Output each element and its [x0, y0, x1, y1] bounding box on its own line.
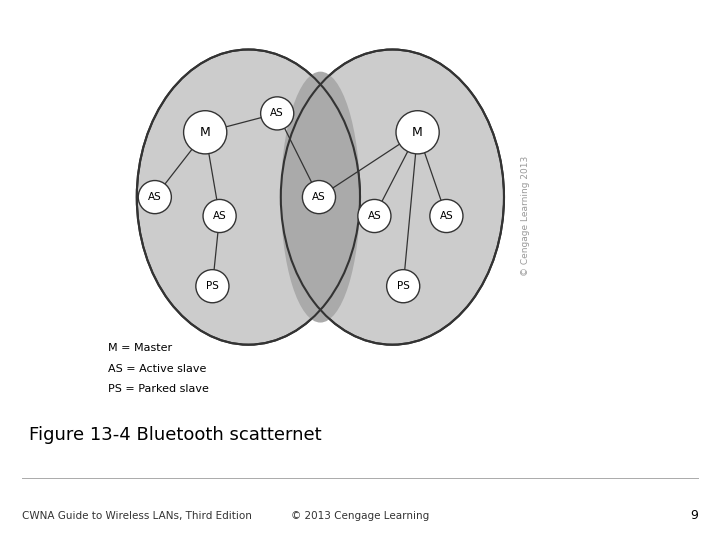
Text: M: M — [200, 126, 210, 139]
Ellipse shape — [302, 180, 336, 214]
Text: M = Master: M = Master — [108, 343, 172, 353]
Ellipse shape — [281, 50, 504, 345]
Text: © 2013 Cengage Learning: © 2013 Cengage Learning — [291, 511, 429, 521]
Ellipse shape — [137, 50, 360, 345]
Text: AS: AS — [212, 211, 227, 221]
Text: PS: PS — [206, 281, 219, 291]
Text: AS: AS — [367, 211, 382, 221]
Text: M: M — [413, 126, 423, 139]
Ellipse shape — [358, 199, 391, 233]
Ellipse shape — [184, 111, 227, 154]
Ellipse shape — [281, 72, 360, 322]
Text: AS: AS — [148, 192, 162, 202]
Ellipse shape — [196, 269, 229, 303]
Text: AS: AS — [439, 211, 454, 221]
Text: CWNA Guide to Wireless LANs, Third Edition: CWNA Guide to Wireless LANs, Third Editi… — [22, 511, 251, 521]
Ellipse shape — [387, 269, 420, 303]
Ellipse shape — [261, 97, 294, 130]
Ellipse shape — [430, 199, 463, 233]
Text: AS = Active slave: AS = Active slave — [108, 364, 207, 374]
Ellipse shape — [138, 180, 171, 214]
Text: Figure 13-4 Bluetooth scatternet: Figure 13-4 Bluetooth scatternet — [29, 426, 321, 444]
Text: PS: PS — [397, 281, 410, 291]
Text: PS = Parked slave: PS = Parked slave — [108, 384, 209, 394]
Text: © Cengage Learning 2013: © Cengage Learning 2013 — [521, 156, 530, 276]
Ellipse shape — [203, 199, 236, 233]
Text: 9: 9 — [690, 509, 698, 522]
Text: AS: AS — [270, 109, 284, 118]
Text: AS: AS — [312, 192, 326, 202]
Ellipse shape — [396, 111, 439, 154]
